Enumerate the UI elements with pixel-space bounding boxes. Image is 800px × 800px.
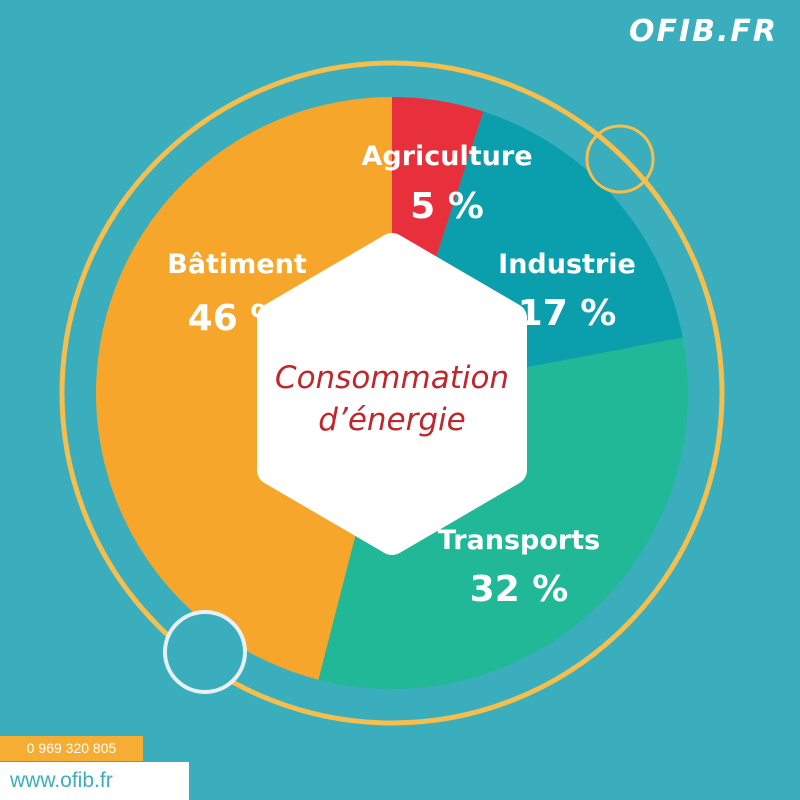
center-hexagon [257, 233, 527, 555]
decor-circle-orange [585, 124, 655, 194]
center-label-line-2: d’énergie [318, 402, 465, 438]
slice-value-batiment: 46 % [188, 298, 287, 339]
slice-label-batiment: Bâtiment [167, 249, 307, 280]
outer-ring [59, 60, 725, 726]
slice-value-industrie: 17 % [518, 293, 617, 334]
decor-circle-white [163, 610, 247, 694]
phone-number[interactable]: 0 969 320 805 [0, 736, 143, 761]
website-link[interactable]: www.ofib.fr [0, 762, 189, 800]
slice-label-transports: Transports [438, 525, 600, 556]
slice-value-transports: 32 % [470, 569, 569, 610]
ofib-logo[interactable]: OFIB.FR [628, 14, 778, 49]
slice-label-industrie: Industrie [498, 249, 636, 280]
slice-value-agriculture: 5 % [410, 186, 484, 227]
center-label-line-1: Consommation [275, 360, 509, 396]
pie-slice-batiment [96, 97, 393, 680]
slice-label-agriculture: Agriculture [361, 141, 532, 172]
